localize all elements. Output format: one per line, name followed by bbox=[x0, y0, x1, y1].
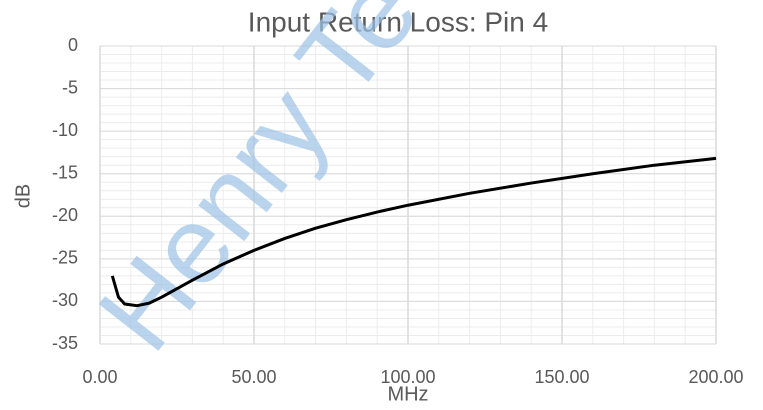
y-tick-label: -20 bbox=[52, 205, 78, 225]
x-tick-label: 0.00 bbox=[82, 367, 117, 387]
x-tick-label: 150.00 bbox=[534, 367, 589, 387]
watermark: Henry Te bbox=[75, 0, 442, 373]
chart-title: Input Return Loss: Pin 4 bbox=[248, 6, 548, 37]
y-tick-label: -10 bbox=[52, 120, 78, 140]
y-tick-label: -15 bbox=[52, 162, 78, 182]
y-tick-label: -30 bbox=[52, 290, 78, 310]
data-line bbox=[110, 156, 717, 308]
x-tick-label: 200.00 bbox=[688, 367, 743, 387]
x-tick-label: 100.00 bbox=[380, 367, 435, 387]
x-axis-label: MHz bbox=[387, 383, 428, 405]
x-tick-label: 50.00 bbox=[231, 367, 276, 387]
y-axis-label: dB bbox=[12, 184, 34, 208]
y-tick-label: -5 bbox=[62, 77, 78, 97]
y-tick-label: 0 bbox=[68, 35, 78, 55]
y-tick-label: -35 bbox=[52, 333, 78, 353]
y-tick-label: -25 bbox=[52, 248, 78, 268]
